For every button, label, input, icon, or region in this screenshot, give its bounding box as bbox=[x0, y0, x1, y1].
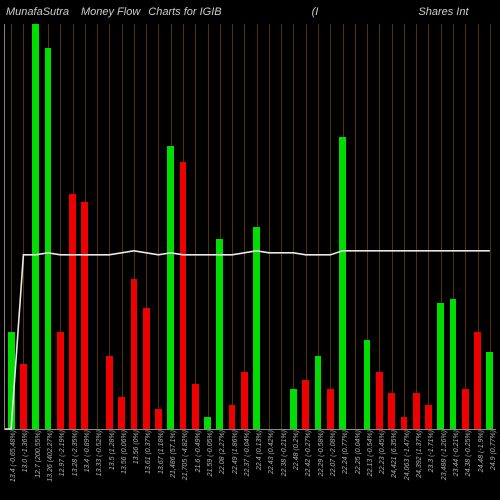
x-tick-label: 21,486 (57.1%) bbox=[170, 430, 177, 478]
x-tick-label: 13.56 (0%) bbox=[133, 430, 140, 464]
money-flow-chart: MunafaSutra Money Flow Charts for IGIB (… bbox=[0, 0, 500, 500]
x-tick-label: 24.9 (0.77%) bbox=[490, 430, 497, 470]
x-tick-label: 22.48 (0.2%) bbox=[293, 430, 300, 470]
x-tick-label: 24,063 (-1.47%) bbox=[404, 430, 411, 480]
x-tick-label: 13.67 (1.18%) bbox=[158, 430, 165, 474]
x-axis-labels: 13.4 (-0.65,48%) 13.0 (-1.36%) 12.7 (200,5… bbox=[4, 430, 496, 500]
x-tick-label: 21.59 (-0.05%) bbox=[207, 430, 214, 476]
x-tick-label: 13.5 (1.28%) bbox=[109, 430, 116, 470]
title-seg-1: MunafaSutra bbox=[6, 6, 69, 18]
x-tick-label: 22.13 (-0.54%) bbox=[367, 430, 374, 476]
x-tick-label: 21,705 (-4.82%) bbox=[182, 430, 189, 480]
x-tick-label: 13.4 (-0.65,48%) bbox=[10, 430, 17, 482]
x-tick-label: 24.48 (-1.9%) bbox=[478, 430, 485, 472]
x-tick-label: 22.29 (-0.58%) bbox=[318, 430, 325, 476]
x-tick-label: 13.4 (-0.89%) bbox=[84, 430, 91, 472]
x-tick-label: 13.26 (402.27%) bbox=[47, 430, 54, 482]
x-tick-label: 22.08 (2.27%) bbox=[219, 430, 226, 474]
x-tick-label: 22.24 (0.77%) bbox=[342, 430, 349, 474]
x-tick-label: 23.44 (-0.21%) bbox=[453, 430, 460, 476]
title-seg-5: Shares Int bbox=[418, 6, 468, 18]
x-tick-label: 22.43 (0.42%) bbox=[268, 430, 275, 474]
x-tick-label: 23,488 (-1.26%) bbox=[441, 430, 448, 480]
chart-title: MunafaSutra Money Flow Charts for IGIB (… bbox=[0, 0, 500, 24]
x-tick-label: 22.49 (1.86%) bbox=[232, 430, 239, 474]
x-tick-label: 13.61 (0.37%) bbox=[145, 430, 152, 474]
money-flow-line bbox=[5, 24, 496, 429]
title-seg-4: (I bbox=[312, 6, 319, 18]
title-seg-2: Money Flow bbox=[81, 6, 140, 18]
x-tick-label: 23.3 (-1.71%) bbox=[428, 430, 435, 472]
x-tick-label: 12.7 (200,55%) bbox=[35, 430, 42, 478]
x-tick-label: 13.56 (0.06%) bbox=[121, 430, 128, 474]
x-tick-label: 12.97 (-2.19%) bbox=[59, 430, 66, 476]
x-tick-label: 24,421 (6.35%) bbox=[391, 430, 398, 478]
x-tick-label: 21.6 (-0.49%) bbox=[195, 430, 202, 472]
x-tick-label: 24,392 (1.37%) bbox=[416, 430, 423, 478]
x-tick-label: 22.38 (-0.21%) bbox=[281, 430, 288, 476]
x-tick-label: 24.38 (-0.25%) bbox=[465, 430, 472, 476]
x-tick-label: 13.28 (-2.35%) bbox=[72, 430, 79, 476]
x-tick-label: 22.42 (-0.27%) bbox=[305, 430, 312, 476]
x-tick-label: 22.25 (0.04%) bbox=[355, 430, 362, 474]
x-tick-label: 13.0 (-1.36%) bbox=[22, 430, 29, 472]
plot-area bbox=[4, 24, 496, 430]
title-seg-3: Charts for IGIB bbox=[148, 6, 221, 18]
x-tick-label: 22.37 (-0.04%) bbox=[244, 430, 251, 476]
x-tick-label: 22.07 (-2.08%) bbox=[330, 430, 337, 476]
x-tick-label: 13.33 (-0.52%) bbox=[96, 430, 103, 476]
x-tick-label: 22.4 (0.13%) bbox=[256, 430, 263, 470]
x-tick-label: 22.23 (0.45%) bbox=[379, 430, 386, 474]
